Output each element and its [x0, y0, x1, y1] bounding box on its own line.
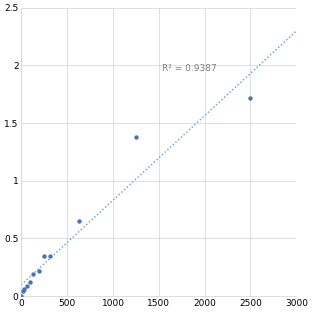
- Point: [76, 219, 81, 224]
- Point: [27, 280, 32, 285]
- Point: [25, 283, 30, 288]
- Point: [36, 268, 41, 273]
- Point: [47, 253, 52, 258]
- Point: [19, 294, 24, 299]
- Point: [248, 95, 253, 100]
- Point: [42, 253, 47, 258]
- Point: [20, 289, 25, 294]
- Point: [134, 134, 139, 139]
- Point: [22, 287, 27, 292]
- Text: R² = 0.9387: R² = 0.9387: [162, 64, 216, 73]
- Point: [30, 272, 35, 277]
